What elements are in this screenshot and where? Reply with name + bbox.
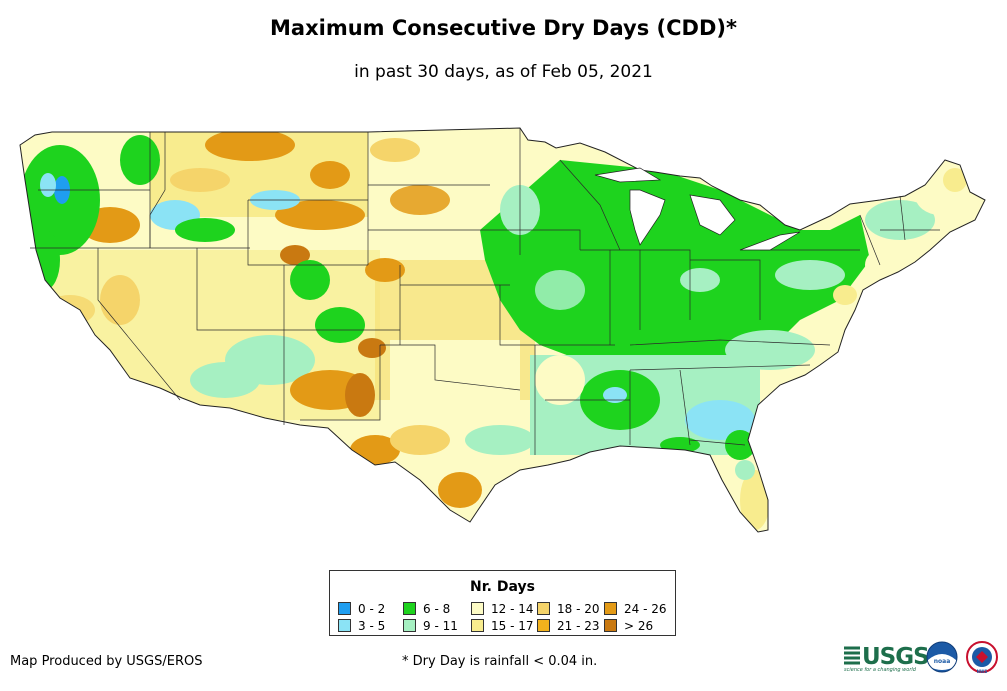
legend-item: 21 - 23	[537, 619, 600, 633]
legend-swatch	[471, 619, 484, 632]
legend-item: 15 - 17	[471, 619, 534, 633]
noaa-logo-text: noaa	[934, 658, 951, 665]
legend-item: 3 - 5	[338, 619, 385, 633]
legend-item: 18 - 20	[537, 602, 600, 616]
legend-swatch	[338, 619, 351, 632]
map-title: Maximum Consecutive Dry Days (CDD)*	[270, 16, 737, 40]
legend: Nr. Days 0 - 2 3 - 5 6 - 8 9 - 11 12 - 1…	[329, 570, 676, 636]
legend-swatch	[471, 602, 484, 615]
noaa-logo: noaa	[926, 641, 958, 673]
dry-day-note: * Dry Day is rainfall < 0.04 in.	[402, 654, 598, 669]
legend-swatch	[537, 602, 550, 615]
legend-swatch	[604, 602, 617, 615]
legend-swatch	[604, 619, 617, 632]
legend-item: 24 - 26	[604, 602, 667, 616]
legend-title: Nr. Days	[470, 579, 535, 595]
usgs-tagline: science for a changing world	[844, 667, 917, 673]
lake-superior	[594, 167, 662, 183]
legend-swatch	[338, 602, 351, 615]
nws-logo: NWS	[966, 641, 998, 674]
nws-logo-text: NWS	[977, 669, 988, 674]
usgs-logo-text: USGS	[862, 644, 929, 670]
legend-item: 6 - 8	[403, 602, 450, 616]
legend-swatch	[403, 619, 416, 632]
legend-item: 12 - 14	[471, 602, 534, 616]
map-subtitle: in past 30 days, as of Feb 05, 2021	[354, 62, 653, 82]
legend-item: > 26	[604, 619, 653, 633]
agency-logos: USGS science for a changing world noaa N…	[844, 641, 998, 674]
cdd-map	[19, 127, 986, 533]
legend-swatch	[537, 619, 550, 632]
legend-item: 0 - 2	[338, 602, 385, 616]
legend-item: 9 - 11	[403, 619, 458, 633]
legend-swatch	[403, 602, 416, 615]
lake-michigan	[629, 189, 666, 246]
lake-huron	[689, 194, 736, 236]
producer-credit: Map Produced by USGS/EROS	[10, 654, 203, 669]
lake-erie	[739, 231, 801, 251]
state-borders	[30, 128, 940, 455]
usgs-logo: USGS science for a changing world	[844, 644, 930, 673]
